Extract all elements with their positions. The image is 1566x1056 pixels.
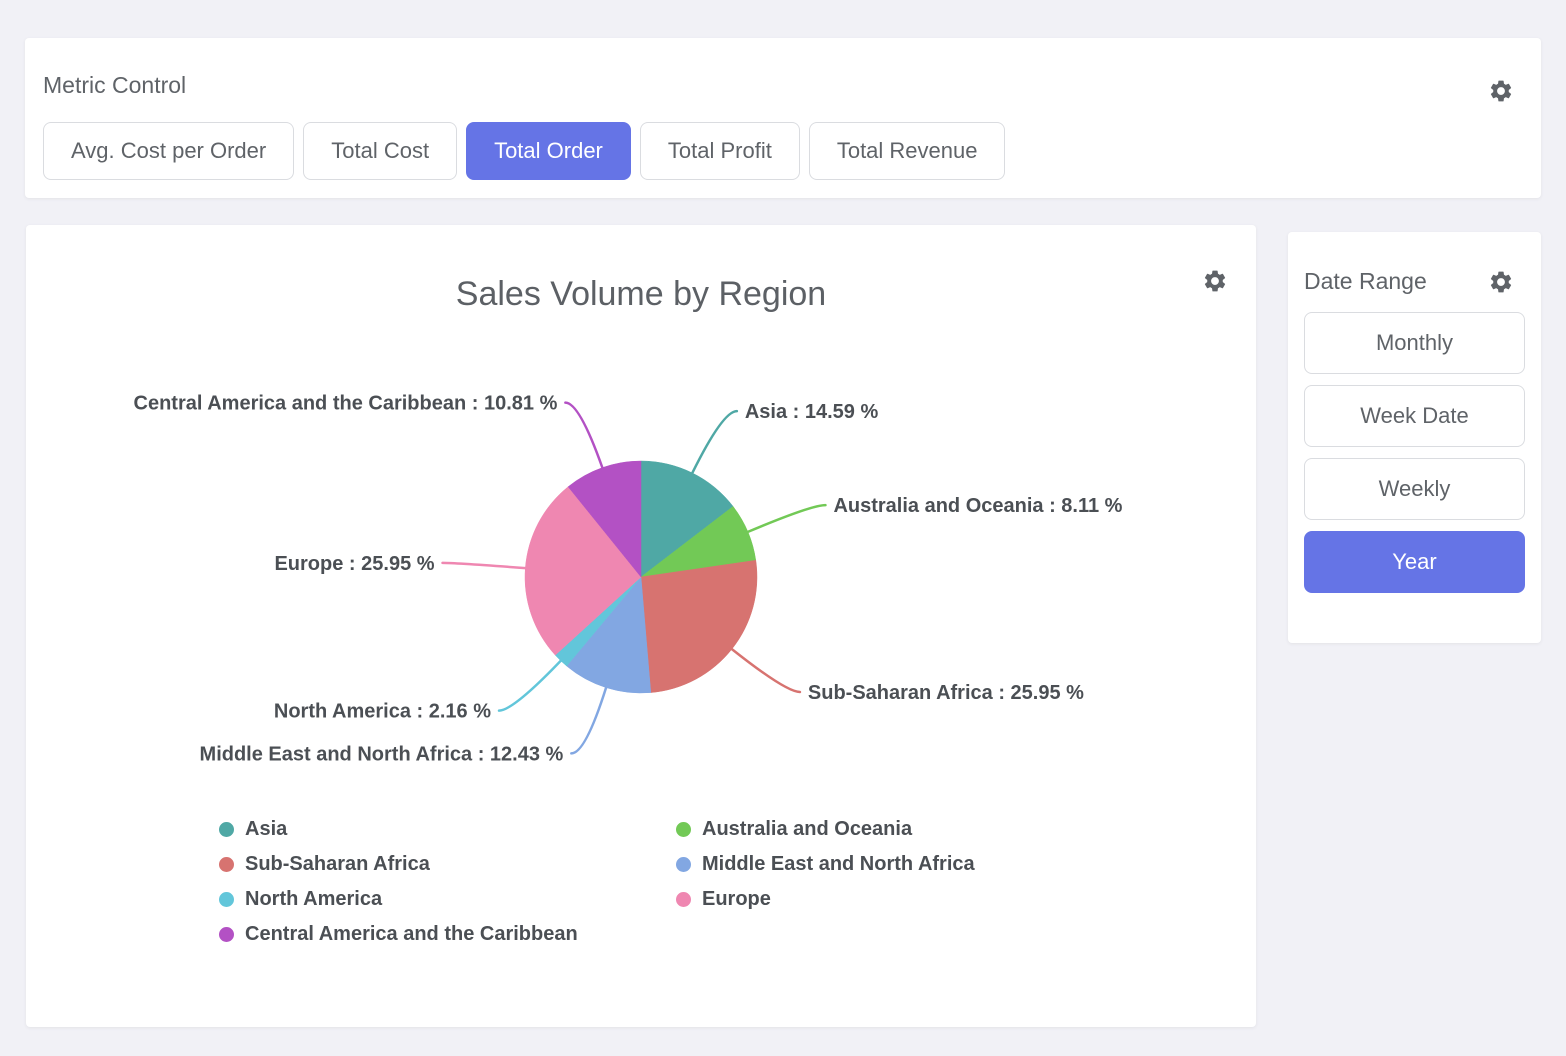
pie-label-north-america: North America : 2.16 %	[274, 701, 491, 723]
legend-label: Asia	[245, 818, 288, 840]
metric-button-total-order[interactable]: Total Order	[466, 122, 631, 180]
legend-item-north-america[interactable]: North America	[219, 888, 676, 911]
legend-dot-asia	[219, 822, 234, 837]
pie-slice-sub-saharan-africa[interactable]	[640, 560, 758, 693]
pie-leader-australia-and-oceania	[746, 503, 827, 534]
pie-label-europe: Europe : 25.95 %	[274, 553, 434, 575]
legend-dot-europe	[676, 892, 691, 907]
pie-chart: Asia : 14.59 % Australia and Oceania : 8.…	[134, 393, 1123, 766]
pie-leader-sub-saharan-africa	[730, 647, 802, 694]
pie-leader-central-america-and-the-caribbean	[564, 401, 604, 469]
metric-button-total-profit[interactable]: Total Profit	[639, 122, 800, 180]
metric-button-total-cost[interactable]: Total Cost	[303, 122, 458, 180]
gear-icon	[1490, 80, 1512, 102]
legend-label: North America	[245, 888, 383, 910]
metric-control-panel: Metric Control Avg. Cost per Order Total …	[25, 38, 1541, 198]
metric-control-title: Metric Control	[43, 72, 187, 98]
pie-leader-europe	[441, 561, 527, 570]
pie-leader-asia	[691, 409, 739, 475]
pie-label-central-america-and-the-caribbean: Central America and the Caribbean : 10.8…	[134, 393, 558, 415]
date-range-button-week-date[interactable]: Week Date	[1304, 385, 1525, 447]
date-range-button-monthly[interactable]: Monthly	[1304, 312, 1525, 374]
pie-label-middle-east-and-north-africa: Middle East and North Africa : 12.43 %	[200, 743, 564, 765]
metric-button-avg-cost-per-order[interactable]: Avg. Cost per Order	[43, 122, 295, 180]
pie-leader-middle-east-and-north-africa	[570, 686, 608, 755]
chart-title: Sales Volume by Region	[455, 275, 827, 313]
legend-label: Sub-Saharan Africa	[245, 853, 430, 875]
legend-label: Central America and the Caribbean	[245, 923, 578, 945]
legend-item-asia[interactable]: Asia	[219, 818, 676, 841]
chart-legend: Asia Australia and Oceania Sub-Saharan Afr…	[219, 818, 975, 946]
legend-dot-middle-east-and-north-africa	[676, 857, 691, 872]
legend-label: Europe	[702, 888, 771, 910]
date-range-button-weekly[interactable]: Weekly	[1304, 458, 1525, 520]
legend-label: Middle East and North Africa	[702, 853, 975, 875]
pie-label-sub-saharan-africa: Sub-Saharan Africa : 25.95 %	[808, 682, 1084, 704]
date-range-button-year[interactable]: Year	[1304, 531, 1525, 593]
pie-label-asia: Asia : 14.59 %	[745, 401, 879, 423]
gear-icon	[1204, 270, 1226, 292]
legend-item-middle-east-and-north-africa[interactable]: Middle East and North Africa	[676, 853, 975, 876]
legend-dot-north-america	[219, 892, 234, 907]
settings-icon[interactable]	[1488, 78, 1514, 104]
pie-label-australia-and-oceania: Australia and Oceania : 8.11 %	[833, 495, 1122, 517]
legend-item-europe[interactable]: Europe	[676, 888, 975, 911]
pie-leader-north-america	[497, 659, 562, 712]
settings-icon[interactable]	[1488, 269, 1514, 295]
legend-item-central-america-and-the-caribbean[interactable]: Central America and the Caribbean	[219, 923, 676, 946]
date-range-button-group: Monthly Week Date Weekly Year	[1304, 312, 1525, 593]
gear-icon	[1490, 271, 1512, 293]
legend-dot-australia-and-oceania	[676, 822, 691, 837]
metric-button-group: Avg. Cost per Order Total Cost Total Order…	[43, 122, 1523, 180]
date-range-title: Date Range	[1304, 268, 1427, 294]
legend-item-sub-saharan-africa[interactable]: Sub-Saharan Africa	[219, 853, 676, 876]
legend-label: Australia and Oceania	[702, 818, 913, 840]
date-range-panel: Date Range Monthly Week Date Weekly Year	[1288, 232, 1541, 643]
legend-dot-sub-saharan-africa	[219, 857, 234, 872]
legend-dot-central-america-and-the-caribbean	[219, 927, 234, 942]
legend-item-australia-and-oceania[interactable]: Australia and Oceania	[676, 818, 975, 841]
metric-button-total-revenue[interactable]: Total Revenue	[808, 122, 1006, 180]
sales-volume-chart-panel: Sales Volume by Region Asia : 14.59 % Aus…	[26, 225, 1256, 1027]
settings-icon[interactable]	[1202, 268, 1228, 294]
